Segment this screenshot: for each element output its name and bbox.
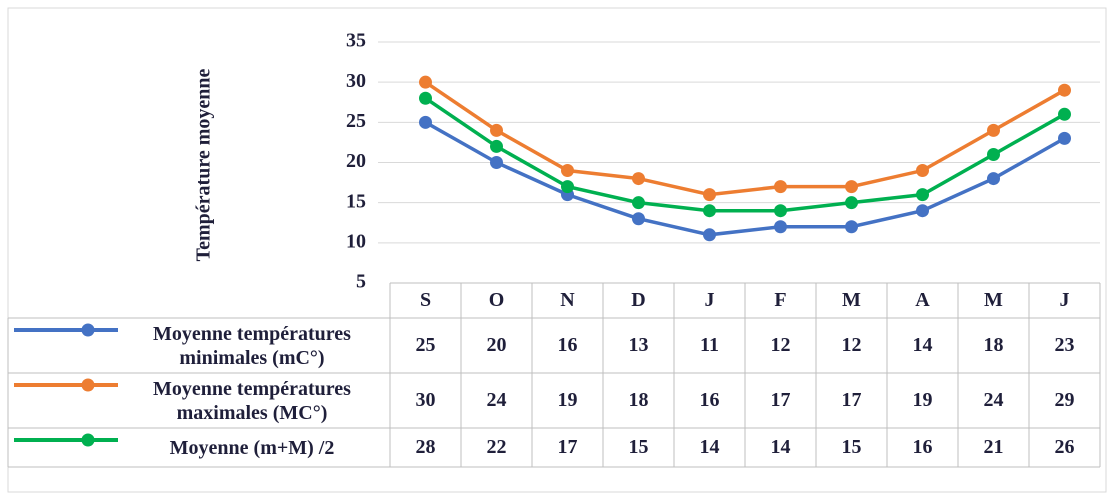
table-value: 14 [913, 334, 933, 356]
data-point [1058, 131, 1071, 145]
x-tick-label: J [1060, 289, 1070, 311]
series-line [424, 80, 1066, 197]
x-tick-label: D [631, 289, 645, 311]
data-point [632, 196, 645, 210]
data-point [490, 123, 503, 137]
table-value: 22 [487, 436, 507, 458]
data-point [703, 188, 716, 202]
table-value: 16 [558, 334, 578, 356]
legend-label: Moyenne températures minimales (mC°) [153, 322, 351, 369]
y-axis-label: Température moyenne [193, 69, 215, 262]
x-tick-label: M [984, 289, 1003, 311]
table-value: 17 [558, 436, 578, 458]
table-value: 20 [487, 334, 507, 356]
y-tick-label: 15 [346, 190, 366, 212]
table-value: 11 [700, 334, 719, 356]
table-value: 25 [416, 334, 436, 356]
x-tick-label: J [705, 289, 715, 311]
data-point [419, 115, 432, 129]
y-tick-label: 20 [346, 150, 366, 172]
data-point [490, 139, 503, 153]
table-value: 19 [558, 389, 578, 411]
data-point [1058, 83, 1071, 97]
series-line [424, 120, 1066, 237]
legend-marker [81, 433, 95, 447]
y-tick-label: 35 [346, 30, 366, 52]
y-tick-label: 30 [346, 70, 366, 92]
table-value: 28 [416, 436, 436, 458]
legend-marker [81, 323, 95, 337]
x-tick-label: F [774, 289, 786, 311]
table-value: 19 [913, 389, 933, 411]
data-point [774, 220, 787, 234]
table-value: 24 [487, 389, 507, 411]
table-value: 16 [700, 389, 720, 411]
data-point [845, 220, 858, 234]
y-tick-label: 25 [346, 110, 366, 132]
table-value: 26 [1055, 436, 1075, 458]
y-tick-label: 5 [356, 271, 366, 293]
data-point [1058, 107, 1071, 121]
data-point [987, 172, 1000, 186]
data-point [916, 164, 929, 178]
table-value: 21 [984, 436, 1004, 458]
table-value: 18 [984, 334, 1004, 356]
legend-marker [81, 378, 95, 392]
data-point [845, 180, 858, 194]
table-value: 13 [629, 334, 649, 356]
data-point [632, 172, 645, 186]
legend-label: Moyenne températures maximales (MC°) [153, 377, 351, 424]
table-value: 12 [771, 334, 791, 356]
data-point [419, 75, 432, 89]
table-value: 24 [984, 389, 1004, 411]
data-point [774, 204, 787, 218]
data-point [845, 196, 858, 210]
x-tick-label: S [420, 289, 431, 311]
table-value: 18 [629, 389, 649, 411]
table-value: 29 [1055, 389, 1075, 411]
legend-label: Moyenne (m+M) /2 [169, 436, 335, 459]
data-point [632, 212, 645, 226]
table-value: 15 [629, 436, 649, 458]
y-tick-label: 10 [346, 230, 366, 252]
data-point [561, 180, 574, 194]
table-value: 15 [842, 436, 862, 458]
table-value: 12 [842, 334, 862, 356]
table-value: 17 [842, 389, 862, 411]
x-tick-label: N [560, 289, 575, 311]
x-tick-label: O [489, 289, 505, 311]
x-tick-label: A [915, 289, 930, 311]
data-point [916, 188, 929, 202]
table-value: 16 [913, 436, 933, 458]
data-point [703, 228, 716, 242]
data-point [703, 204, 716, 218]
data-point [490, 156, 503, 169]
data-point [419, 91, 432, 105]
series-line [424, 96, 1066, 213]
table-value: 17 [771, 389, 791, 411]
table-value: 30 [416, 389, 436, 411]
data-point [987, 123, 1000, 137]
x-tick-label: M [842, 289, 861, 311]
data-point [561, 164, 574, 178]
data-point [774, 180, 787, 194]
data-point [916, 204, 929, 218]
table-value: 23 [1055, 334, 1075, 356]
table-value: 14 [700, 436, 720, 458]
data-point [987, 147, 1000, 161]
frame [7, 7, 1107, 493]
table-value: 14 [771, 436, 791, 458]
